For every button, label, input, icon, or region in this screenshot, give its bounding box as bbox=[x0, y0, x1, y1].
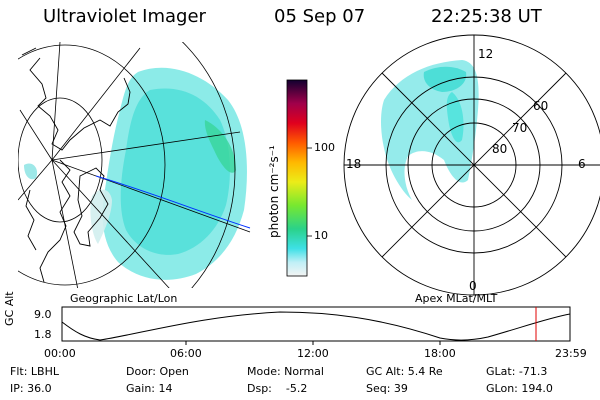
apex-polar-panel bbox=[343, 34, 600, 296]
gc-alt-axis-label: GC Alt bbox=[3, 291, 16, 326]
footer-glat: GLat: -71.3 bbox=[486, 365, 548, 378]
x-tick-0600: 06:00 bbox=[170, 347, 202, 360]
footer-door: Door: Open bbox=[126, 365, 189, 378]
altitude-plot bbox=[61, 306, 571, 345]
mlat-label-60: 60 bbox=[533, 99, 549, 113]
apex-panel-caption: Apex MLat/MLT bbox=[415, 292, 498, 305]
x-tick-1800: 18:00 bbox=[424, 347, 456, 360]
coastline bbox=[21, 47, 131, 283]
footer-seq: Seq: 39 bbox=[366, 382, 408, 395]
colorbar-tick-100: 100 bbox=[314, 141, 335, 154]
x-tick-0000: 00:00 bbox=[44, 347, 76, 360]
geographic-panel-caption: Geographic Lat/Lon bbox=[70, 292, 178, 305]
footer-dsp: Dsp: -5.2 bbox=[247, 382, 308, 395]
footer-gain: Gain: 14 bbox=[126, 382, 173, 395]
instrument-title: Ultraviolet Imager bbox=[43, 6, 206, 27]
colorbar bbox=[286, 79, 312, 277]
footer-glon: GLon: 194.0 bbox=[486, 382, 553, 395]
y-tick-9: 9.0 bbox=[34, 308, 52, 321]
mlt-label-6: 6 bbox=[578, 157, 586, 171]
terminator-line bbox=[95, 175, 251, 229]
footer-mode: Mode: Normal bbox=[247, 365, 324, 378]
footer-ip: IP: 36.0 bbox=[10, 382, 52, 395]
y-tick-1-8: 1.8 bbox=[34, 328, 52, 341]
altitude-curve bbox=[61, 311, 571, 341]
time-label: 22:25:38 UT bbox=[431, 6, 542, 27]
footer-gcalt: GC Alt: 5.4 Re bbox=[366, 365, 443, 378]
colorbar-tick-10: 10 bbox=[314, 229, 328, 242]
mlt-label-0: 0 bbox=[469, 279, 477, 293]
colorbar-unit-label: photon cm⁻²s⁻¹ bbox=[267, 145, 281, 238]
mlt-label-12: 12 bbox=[478, 47, 494, 61]
x-tick-1200: 12:00 bbox=[297, 347, 329, 360]
footer-flt: Flt: LBHL bbox=[10, 365, 59, 378]
mlt-label-18: 18 bbox=[346, 157, 362, 171]
geographic-image-panel bbox=[18, 42, 251, 288]
x-tick-2359: 23:59 bbox=[555, 347, 587, 360]
mlat-label-70: 70 bbox=[512, 121, 528, 135]
mlat-label-80: 80 bbox=[492, 142, 508, 156]
date-label: 05 Sep 07 bbox=[274, 6, 366, 27]
